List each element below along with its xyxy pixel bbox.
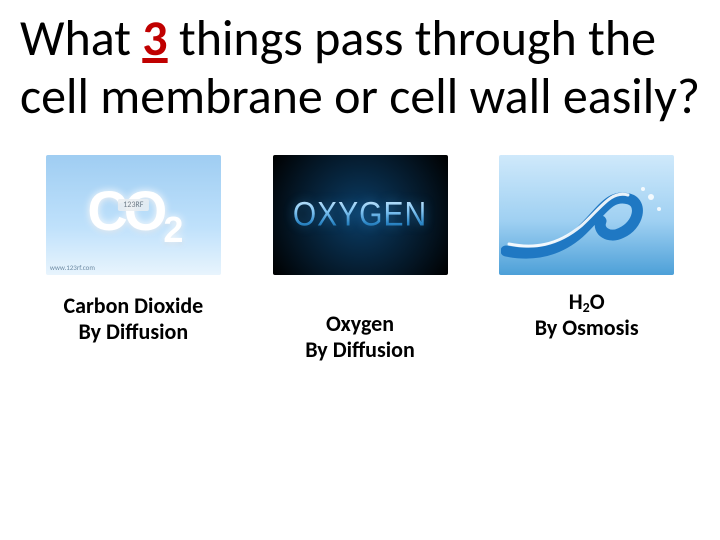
wave-icon bbox=[501, 181, 671, 271]
co2-thumb: 123RF CO2 www.123rf.com bbox=[46, 155, 221, 275]
item-oxygen: OXYGEN Oxygen By Diffusion bbox=[267, 155, 454, 364]
h2o-formula: H2O bbox=[569, 288, 605, 315]
oxygen-glow-text: OXYGEN bbox=[293, 195, 427, 234]
h2o-thumb bbox=[499, 155, 674, 275]
heading-pre: What bbox=[20, 8, 142, 69]
items-row: 123RF CO2 www.123rf.com Carbon Dioxide B… bbox=[0, 125, 720, 364]
heading-emph: 3 bbox=[142, 8, 167, 69]
slide-heading: What 3 things pass through the cell memb… bbox=[0, 0, 720, 125]
oxygen-thumb: OXYGEN bbox=[273, 155, 448, 275]
h2o-caption: H2O By Osmosis bbox=[535, 289, 639, 342]
item-h2o: H2O By Osmosis bbox=[493, 155, 680, 342]
watermark: www.123rf.com bbox=[50, 263, 95, 272]
oxygen-caption: Oxygen By Diffusion bbox=[305, 311, 415, 364]
co2-caption: Carbon Dioxide By Diffusion bbox=[63, 293, 203, 346]
co2-cloud-text: CO2 bbox=[87, 178, 179, 251]
item-co2: 123RF CO2 www.123rf.com Carbon Dioxide B… bbox=[40, 155, 227, 346]
stock-badge: 123RF bbox=[118, 199, 148, 211]
